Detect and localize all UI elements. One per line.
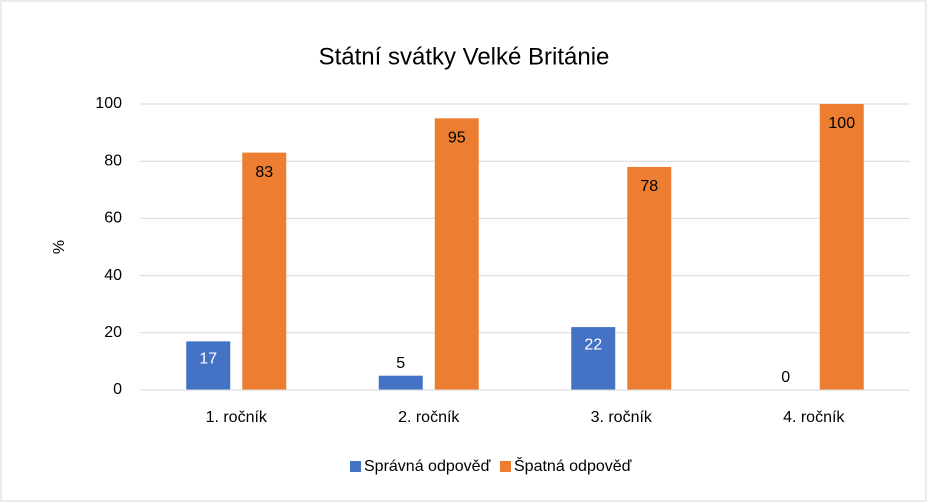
data-label: 100 <box>828 115 855 132</box>
y-tick-label: 60 <box>104 210 122 227</box>
data-label: 17 <box>199 351 217 368</box>
y-tick-label: 40 <box>104 267 122 284</box>
legend-label: Správná odpověď <box>364 458 491 475</box>
data-label: 0 <box>781 369 790 386</box>
bar <box>242 152 287 390</box>
bar <box>627 166 672 390</box>
x-tick-label: 3. ročník <box>591 409 653 426</box>
legend-swatch <box>350 461 361 472</box>
legend-swatch <box>500 461 511 472</box>
x-tick-label: 1. ročník <box>206 409 268 426</box>
x-tick-label: 4. ročník <box>783 409 845 426</box>
x-tick-label: 2. ročník <box>398 409 460 426</box>
data-label: 22 <box>584 336 602 353</box>
bar <box>819 104 864 390</box>
bar <box>378 375 423 390</box>
y-tick-label: 80 <box>104 152 122 169</box>
data-label: 83 <box>255 164 273 181</box>
bar <box>571 327 616 390</box>
bar <box>434 118 479 391</box>
y-axis-title: % <box>51 240 68 254</box>
chart-title: Státní svátky Velké Británie <box>319 43 610 70</box>
y-tick-label: 20 <box>104 324 122 341</box>
bar <box>186 341 231 390</box>
data-label: 5 <box>396 355 405 372</box>
y-tick-label: 100 <box>95 95 122 112</box>
y-tick-label: 0 <box>113 381 122 398</box>
data-label: 95 <box>448 130 466 147</box>
legend-label: Špatná odpověď <box>514 456 632 475</box>
data-label: 78 <box>640 178 658 195</box>
